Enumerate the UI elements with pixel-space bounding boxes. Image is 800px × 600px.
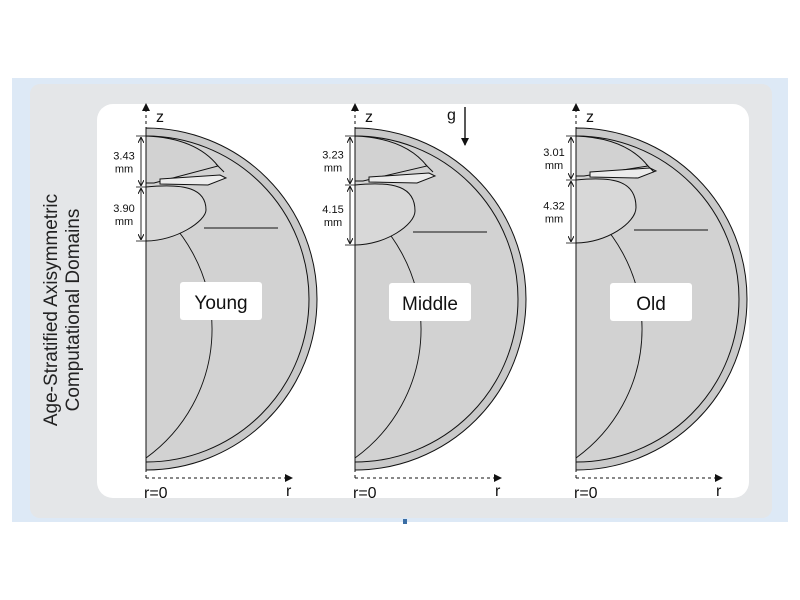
panel-label-box — [180, 282, 262, 320]
iris-region — [589, 167, 658, 179]
origin-label: r=0 — [574, 485, 598, 502]
lower-dimension-value: 4.32 — [543, 201, 564, 213]
upper-dimension-value: 3.43 — [113, 151, 134, 163]
upper-dimension-value: 3.23 — [322, 150, 343, 162]
lower-dimension-unit: mm — [115, 216, 133, 228]
origin-label: r=0 — [353, 485, 377, 502]
panel-young: z r r=0 3.43 mm 3.90 mm Young — [113, 103, 318, 502]
lower-dimension-value: 3.90 — [113, 203, 134, 215]
upper-dimension-unit: mm — [115, 164, 133, 176]
upper-dimension-unit: mm — [324, 163, 342, 175]
panel-middle: z r r=0 3.23 mm 4.15 mm Middle — [322, 103, 527, 502]
lower-dimension-value: 4.15 — [322, 204, 343, 216]
z-axis-label: z — [156, 109, 164, 126]
iris-region — [368, 172, 437, 184]
panel-old: z r r=0 3.01 mm 4.32 mm Old — [543, 103, 748, 502]
z-axis-label: z — [586, 109, 594, 126]
panel-label-box — [389, 283, 471, 321]
upper-dimension-value: 3.01 — [543, 147, 564, 159]
iris-region — [159, 174, 228, 186]
lens-region — [354, 183, 416, 246]
r-axis-label: r — [495, 483, 501, 500]
decorative-tick — [403, 519, 407, 524]
origin-label: r=0 — [144, 485, 168, 502]
panel-label-young: Young — [194, 293, 247, 314]
gravity-label: g — [447, 107, 456, 124]
front-chamber — [145, 135, 219, 184]
r-axis-label: r — [286, 483, 292, 500]
lower-dimension-unit: mm — [545, 214, 563, 226]
lens-region — [145, 185, 207, 242]
lens-region — [575, 178, 637, 244]
panel-label-old: Old — [636, 294, 666, 315]
upper-dimension-unit: mm — [545, 160, 563, 172]
joint-line — [424, 163, 434, 173]
lower-dimension-unit: mm — [324, 217, 342, 229]
r-axis-label: r — [716, 483, 722, 500]
z-axis-label: z — [365, 109, 373, 126]
front-chamber — [354, 135, 428, 182]
joint-line — [215, 163, 225, 173]
joint-line — [645, 163, 655, 173]
panel-label-box — [610, 283, 692, 321]
panel-label-middle: Middle — [402, 294, 458, 315]
